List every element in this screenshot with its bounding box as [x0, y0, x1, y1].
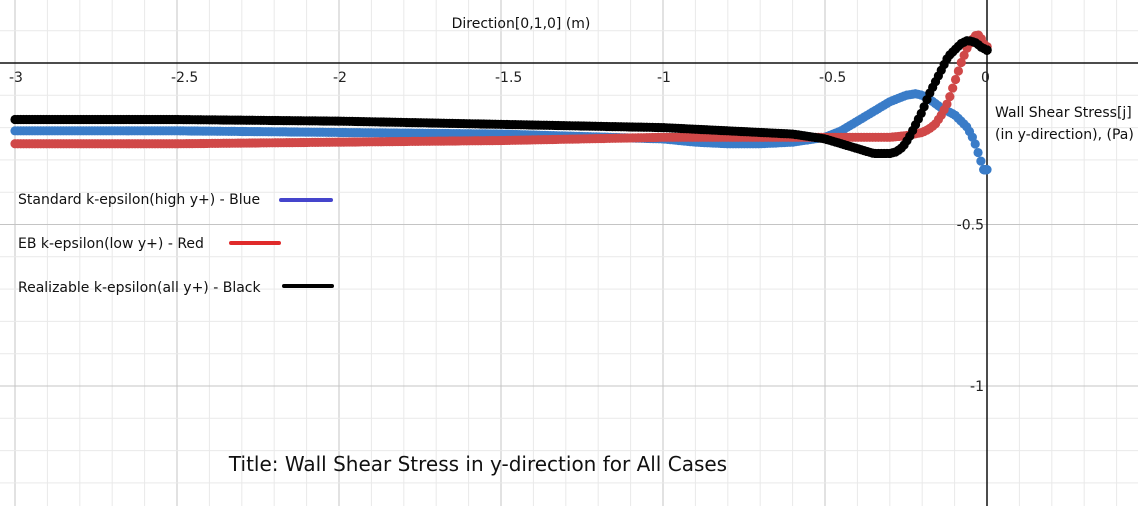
legend: Standard k-epsilon(high y+) - Blue EB k-… — [18, 192, 334, 296]
x-tick-label: 0 — [981, 70, 990, 86]
series-point — [950, 74, 961, 85]
series-point — [973, 147, 983, 158]
series-point — [953, 66, 964, 76]
y-axis-title-line1: Wall Shear Stress[j] — [995, 105, 1132, 121]
series-point — [976, 156, 986, 166]
x-tick-label: -2.5 — [171, 70, 198, 86]
series-point — [919, 102, 929, 112]
series-point — [956, 57, 966, 68]
legend-label-black: Realizable k-epsilon(all y+) - Black — [18, 280, 261, 296]
x-tick-label: -3 — [9, 70, 23, 86]
series-point — [982, 45, 992, 55]
x-tick-label: -0.5 — [819, 70, 846, 86]
series-point — [945, 92, 955, 102]
x-tick-label: -1.5 — [495, 70, 522, 86]
y-tick-label: -1 — [970, 379, 984, 395]
series-point — [979, 164, 989, 175]
series-2 — [10, 36, 992, 159]
series-point — [959, 50, 969, 61]
series-point — [970, 139, 980, 149]
legend-label-red: EB k-epsilon(low y+) - Red — [18, 236, 204, 252]
chart-title: Title: Wall Shear Stress in y-direction … — [228, 452, 727, 476]
x-axis-title: Direction[0,1,0] (m) — [452, 16, 591, 32]
series-point — [948, 83, 958, 93]
y-axis-title-line2: (in y-direction), (Pa) — [995, 127, 1134, 143]
tick-labels: -3 -2.5 -2 -1.5 -1 -0.5 0 -0.5 -1 — [9, 70, 990, 395]
legend-label-blue: Standard k-epsilon(high y+) - Blue — [18, 192, 260, 208]
series-point — [942, 99, 952, 109]
y-tick-label: -0.5 — [957, 218, 984, 234]
x-tick-label: -2 — [333, 70, 347, 86]
x-tick-label: -1 — [657, 70, 671, 86]
data-series — [10, 30, 992, 175]
